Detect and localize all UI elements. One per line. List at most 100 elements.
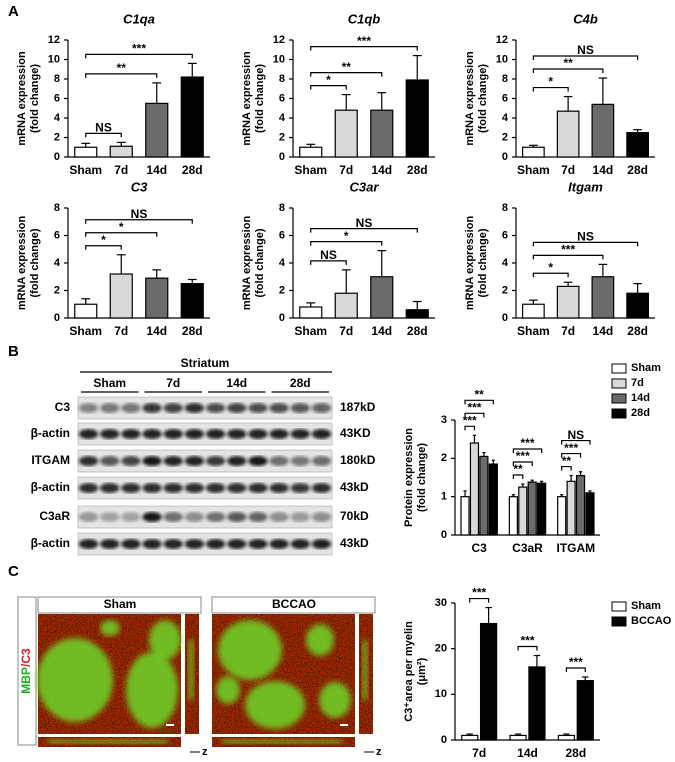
image-blob: [126, 652, 178, 728]
y-axis-label: C3⁺area per myelin: [403, 621, 415, 722]
y-tick-label: 12: [273, 34, 285, 46]
blot-band: [163, 403, 183, 413]
blot-band: [184, 539, 205, 549]
y-tick-label: 30: [435, 597, 447, 609]
blot-size: 43KD: [340, 426, 371, 440]
blot-band: [290, 539, 310, 549]
significance-label: NS: [356, 216, 373, 230]
image-group: Sham: [104, 597, 137, 611]
y-tick-label: 2: [502, 284, 508, 296]
scale-bar: [166, 724, 174, 726]
blot-band: [142, 429, 162, 439]
blot-band: [248, 483, 268, 493]
y-tick-label: 0: [502, 151, 508, 163]
x-tick-label: 7d: [472, 746, 486, 760]
blot-group: 7d: [166, 376, 180, 390]
bar: [74, 303, 98, 319]
image-blob: [100, 620, 120, 636]
bar: [537, 482, 547, 536]
panel-label: A: [8, 3, 19, 20]
x-tick-label: Sham: [517, 324, 550, 338]
significance-bracket: [532, 272, 569, 278]
y-tick-label: 0: [502, 312, 508, 324]
blot-band: [142, 403, 162, 413]
significance-label: NS: [577, 43, 594, 57]
x-tick-label: 14d: [146, 324, 167, 338]
bar: [460, 496, 470, 536]
bottom-green: [222, 739, 342, 744]
significance-label: NS: [95, 121, 112, 135]
significance-bracket: [85, 53, 193, 59]
bar: [557, 734, 576, 741]
bar: [527, 481, 537, 536]
bar: [585, 492, 595, 536]
legend-swatch: [611, 363, 627, 374]
legend-label: BCCAO: [631, 615, 672, 627]
x-tick-label: 28d: [627, 163, 648, 177]
significance-bracket: [512, 448, 543, 454]
y-tick-label: 8: [279, 73, 285, 85]
significance-label: ***: [463, 414, 477, 428]
z-label: z: [376, 746, 382, 758]
bar: [299, 146, 323, 158]
significance-label: ***: [520, 436, 534, 450]
bar: [109, 145, 133, 158]
x-tick-label: 7d: [114, 324, 128, 338]
x-tick-label: Sham: [517, 163, 550, 177]
significance-label: **: [562, 454, 572, 468]
significance-bracket: [561, 465, 572, 471]
y-axis-label: (fold change): [416, 443, 428, 512]
blot-band: [290, 403, 310, 413]
blot-band: [78, 483, 99, 493]
y-axis-label: (fold change): [254, 64, 266, 133]
blot-band: [269, 539, 289, 549]
legend-swatch: [611, 393, 627, 404]
blot-band: [311, 403, 332, 413]
blot-band: [311, 512, 332, 522]
stain-box: [17, 596, 37, 746]
bar: [461, 734, 479, 741]
blot-band: [227, 429, 247, 439]
bar: [145, 277, 169, 319]
x-tick-label: 28d: [182, 324, 203, 338]
blot-protein: β-actin: [31, 480, 70, 494]
image-blob: [218, 620, 282, 680]
blot-protein: β-actin: [31, 536, 70, 550]
significance-bracket: [310, 241, 383, 246]
x-tick-label: Sham: [294, 324, 327, 338]
x-tick-label: 7d: [114, 163, 128, 177]
bar: [479, 622, 498, 741]
significance-label: *: [326, 73, 331, 87]
blot-region: Striatum: [181, 356, 230, 370]
y-tick-label: 2: [279, 131, 285, 143]
y-tick-label: 10: [435, 688, 447, 700]
y-tick-label: 0: [279, 151, 285, 163]
blot-group: Sham: [93, 376, 126, 390]
significance-label: NS: [577, 230, 594, 244]
blot-band: [290, 512, 310, 522]
bar: [145, 102, 169, 158]
bar: [518, 486, 528, 536]
y-tick-label: 4: [279, 257, 286, 269]
legend-label: 7d: [631, 377, 644, 389]
blot-band: [205, 539, 226, 549]
blot-strip: [77, 532, 333, 556]
y-tick-label: 12: [496, 34, 508, 46]
blot-band: [227, 483, 247, 493]
x-tick-label: Sham: [69, 163, 102, 177]
significance-bracket: [310, 228, 418, 233]
significance-label: ***: [467, 401, 481, 415]
blot-band: [248, 512, 268, 522]
blot-band: [184, 512, 205, 522]
blot-band: [311, 539, 332, 549]
y-tick-label: 3: [441, 414, 447, 426]
bar: [299, 306, 323, 319]
y-tick-label: 4: [279, 112, 286, 124]
bar: [109, 273, 133, 319]
image-blob: [149, 620, 181, 660]
bar: [575, 474, 586, 536]
blot-band: [163, 512, 183, 522]
legend-swatch: [611, 601, 627, 612]
y-tick-label: 0: [54, 151, 60, 163]
